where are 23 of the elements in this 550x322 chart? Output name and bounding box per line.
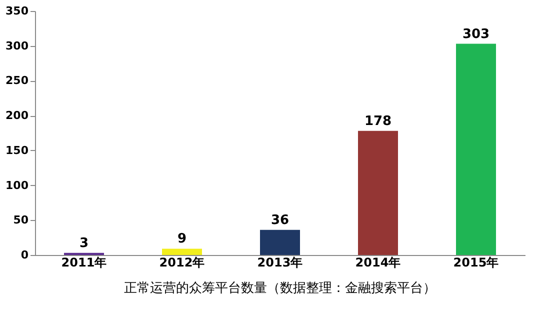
y-tick-label: 100 [6, 178, 29, 192]
y-tick-label: 150 [6, 144, 29, 157]
x-tick-label: 2013年 [257, 256, 303, 270]
y-tick-label: 350 [6, 4, 29, 18]
y-tick-label: 0 [20, 248, 29, 262]
data-label: 9 [177, 232, 187, 247]
y-tick-label: 250 [6, 74, 29, 88]
bar [260, 230, 300, 255]
bar [358, 130, 398, 255]
data-label: 36 [270, 212, 290, 228]
y-tick-label: 50 [13, 214, 29, 227]
data-label: 178 [364, 114, 392, 129]
x-tick-label: 2015年 [453, 256, 499, 270]
x-tick-label: 2014年 [355, 256, 401, 270]
data-label: 303 [462, 26, 490, 42]
data-label: 3 [79, 236, 89, 251]
x-tick-label: 2011年 [61, 256, 107, 270]
x-tick-label: 2012年 [159, 256, 205, 270]
bar [456, 44, 496, 255]
y-tick-label: 200 [6, 109, 29, 122]
y-tick-label: 300 [6, 39, 29, 52]
text: 正常运营的众筹平台数量（数据整理：金融搜索平台） [124, 281, 436, 296]
bar [162, 248, 202, 255]
